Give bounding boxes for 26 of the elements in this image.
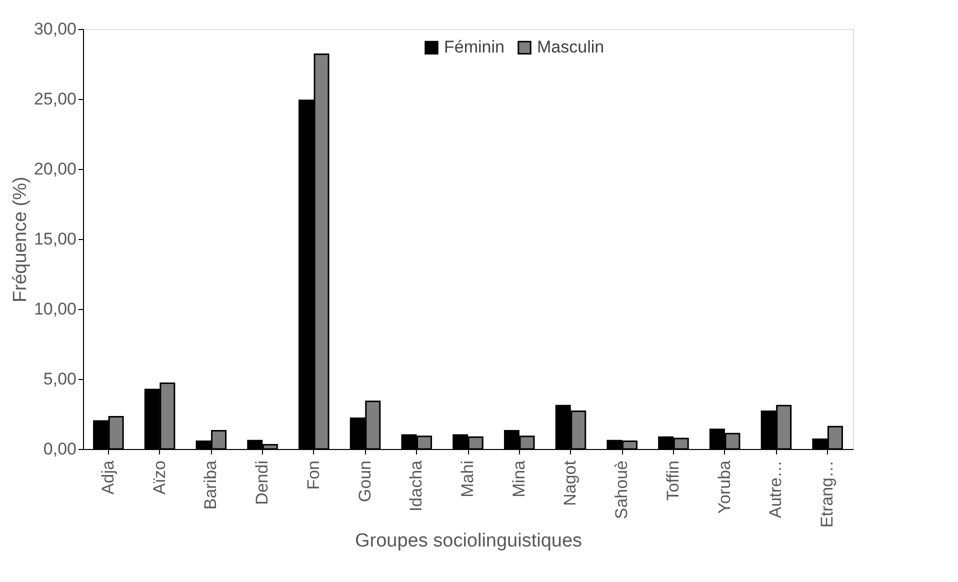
- x-tick-label: Nagot: [560, 460, 580, 506]
- x-tick-label: Yoruba: [714, 460, 734, 514]
- legend-label: Féminin: [444, 38, 504, 57]
- x-axis-title: Groupes sociolinguistiques: [354, 530, 582, 552]
- x-tick-label: Adja: [98, 460, 118, 495]
- x-tick-label: Mahi: [458, 460, 477, 498]
- x-tick-label: Bariba: [201, 460, 220, 510]
- x-tick-label: Sahouè: [612, 460, 632, 520]
- x-tick-label: Mina: [509, 460, 528, 498]
- y-tick-label: 10,00: [34, 300, 76, 318]
- x-tick-label: Dendi: [252, 460, 272, 505]
- y-tick-label: 25,00: [34, 90, 76, 108]
- x-tick-label: Idacha: [406, 460, 426, 512]
- x-tick-label: Toffin: [663, 460, 682, 501]
- x-tick-label: Autre…: [766, 460, 786, 518]
- y-axis-title: Fréquence (%): [10, 176, 31, 302]
- y-tick-label: 30,00: [34, 20, 76, 38]
- y-tick-label: 0,00: [43, 440, 76, 458]
- x-tick-label: Goun: [355, 460, 374, 502]
- x-tick-label: Fon: [304, 460, 323, 490]
- x-tick-label: Aïzo: [150, 460, 169, 495]
- y-tick-label: 15,00: [34, 230, 76, 248]
- y-tick-label: 20,00: [34, 160, 76, 178]
- x-tick-label: Etrang…: [818, 460, 837, 528]
- legend-label: Masculin: [537, 38, 604, 57]
- y-tick-label: 5,00: [43, 370, 76, 388]
